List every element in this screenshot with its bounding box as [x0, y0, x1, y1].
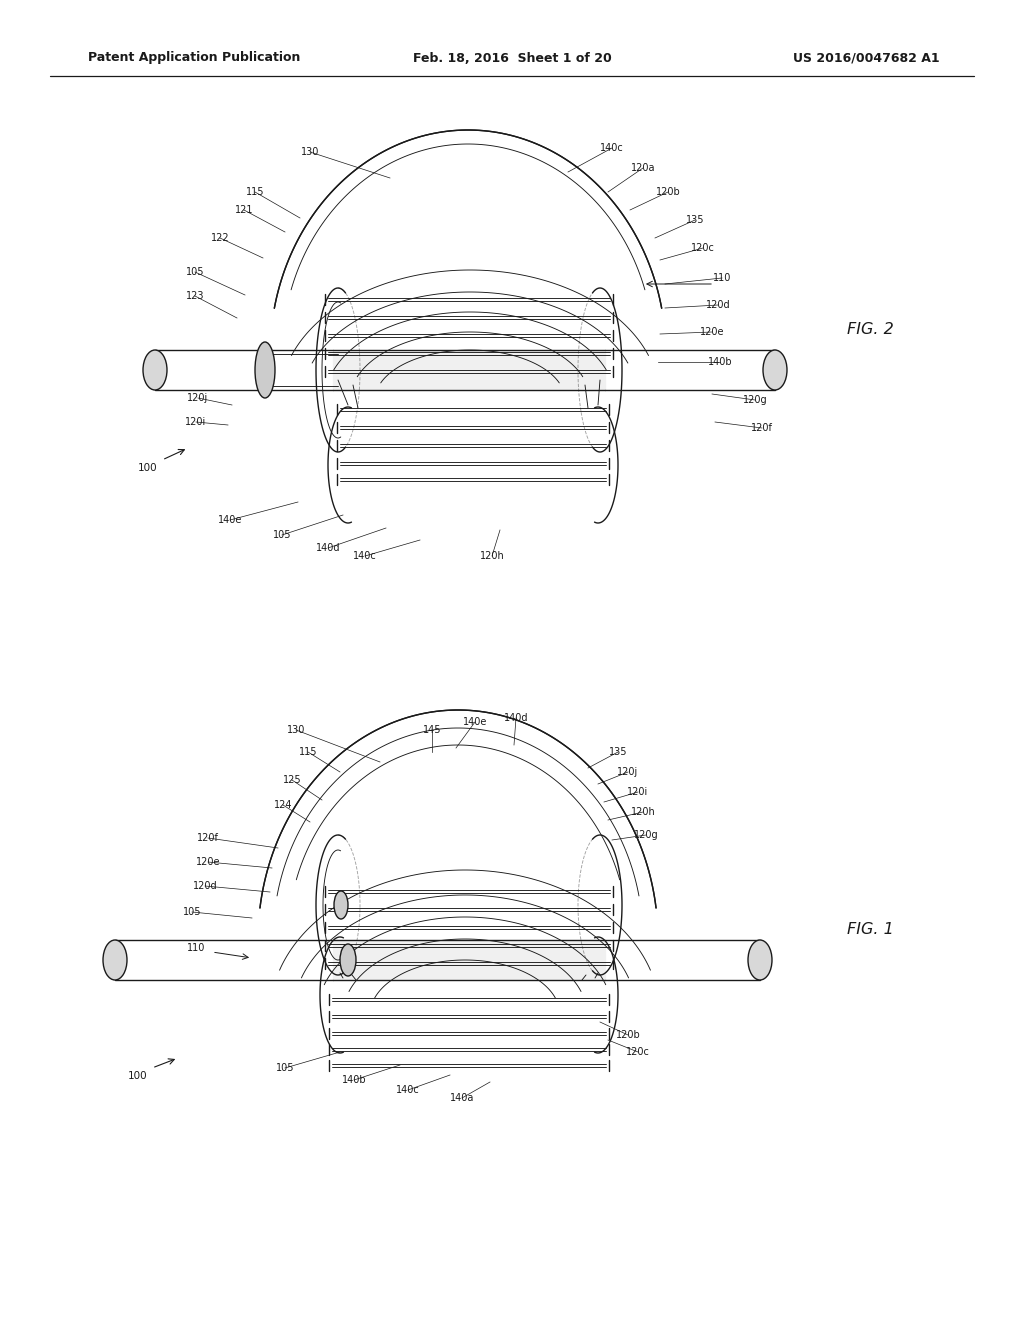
Ellipse shape	[340, 944, 356, 975]
Text: 140c: 140c	[353, 550, 377, 561]
Text: 120b: 120b	[615, 1030, 640, 1040]
Text: 124: 124	[273, 800, 292, 810]
Text: 120d: 120d	[706, 300, 730, 310]
Ellipse shape	[748, 940, 772, 979]
Text: 140d: 140d	[504, 713, 528, 723]
Text: 120c: 120c	[691, 243, 715, 253]
Text: 120h: 120h	[631, 807, 655, 817]
Text: 140e: 140e	[218, 515, 243, 525]
Text: Patent Application Publication: Patent Application Publication	[88, 51, 300, 65]
Text: 115: 115	[246, 187, 264, 197]
Text: 120j: 120j	[187, 393, 209, 403]
Text: 120h: 120h	[479, 550, 505, 561]
Text: 120a: 120a	[631, 162, 655, 173]
Text: FIG. 2: FIG. 2	[847, 322, 893, 338]
Text: 105: 105	[272, 531, 291, 540]
Text: 120i: 120i	[185, 417, 207, 426]
Ellipse shape	[143, 350, 167, 389]
Text: 105: 105	[185, 267, 204, 277]
Text: 105: 105	[275, 1063, 294, 1073]
Ellipse shape	[334, 891, 348, 919]
Text: 122: 122	[211, 234, 229, 243]
Text: 140c: 140c	[600, 143, 624, 153]
Text: 140b: 140b	[342, 1074, 367, 1085]
Text: 120f: 120f	[197, 833, 219, 843]
Ellipse shape	[255, 342, 275, 399]
Text: 120g: 120g	[742, 395, 767, 405]
Text: 125: 125	[283, 775, 301, 785]
Text: 145: 145	[423, 725, 441, 735]
Text: US 2016/0047682 A1: US 2016/0047682 A1	[794, 51, 940, 65]
Text: 130: 130	[301, 147, 319, 157]
Text: 140c: 140c	[396, 1085, 420, 1096]
Text: 120g: 120g	[634, 830, 658, 840]
Text: 110: 110	[713, 273, 731, 282]
Text: 120d: 120d	[193, 880, 217, 891]
Text: 140a: 140a	[450, 1093, 474, 1104]
Text: 115: 115	[299, 747, 317, 756]
Text: 100: 100	[138, 463, 158, 473]
Text: 120f: 120f	[751, 422, 773, 433]
Text: 140e: 140e	[463, 717, 487, 727]
Text: 100: 100	[128, 1071, 147, 1081]
Text: 110: 110	[186, 942, 205, 953]
Text: 120j: 120j	[617, 767, 639, 777]
Text: 123: 123	[185, 290, 204, 301]
Ellipse shape	[763, 350, 787, 389]
Text: Feb. 18, 2016  Sheet 1 of 20: Feb. 18, 2016 Sheet 1 of 20	[413, 51, 611, 65]
Text: 140d: 140d	[315, 543, 340, 553]
Text: 121: 121	[234, 205, 253, 215]
Text: FIG. 1: FIG. 1	[847, 923, 893, 937]
Text: 120e: 120e	[196, 857, 220, 867]
Text: 120c: 120c	[626, 1047, 650, 1057]
Text: 130: 130	[287, 725, 305, 735]
Text: 105: 105	[182, 907, 202, 917]
Text: 135: 135	[686, 215, 705, 224]
Ellipse shape	[103, 940, 127, 979]
Text: 140b: 140b	[708, 356, 732, 367]
Text: 120b: 120b	[655, 187, 680, 197]
Text: 135: 135	[608, 747, 628, 756]
Text: 120i: 120i	[628, 787, 648, 797]
Text: 120e: 120e	[699, 327, 724, 337]
